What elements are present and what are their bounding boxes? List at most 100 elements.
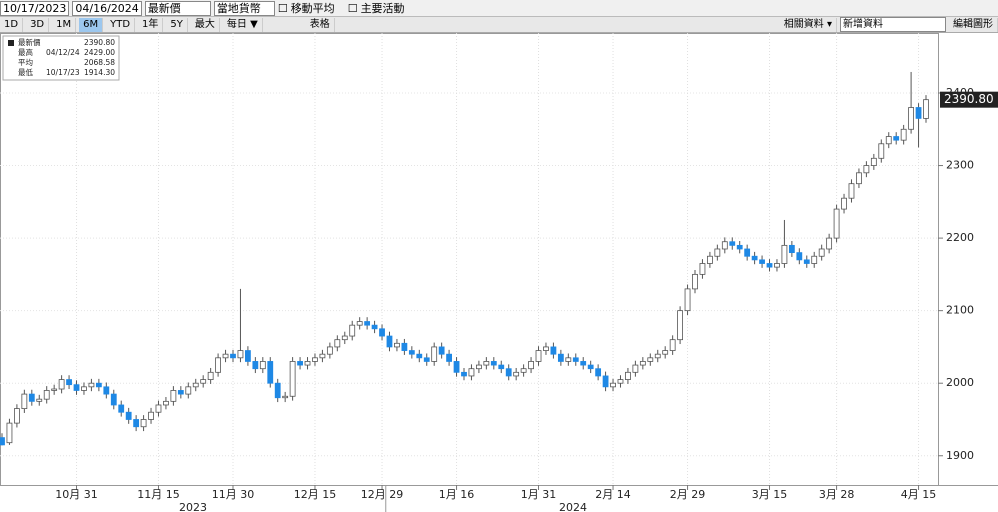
period-button[interactable]: 1M <box>52 17 77 32</box>
candle-body <box>639 361 646 366</box>
price-field[interactable]: 最新價 <box>144 0 211 16</box>
candle-body <box>490 361 497 366</box>
candle-body <box>58 379 65 390</box>
candle-body <box>326 346 333 355</box>
x-tick-label: 3月 15 <box>752 488 788 501</box>
x-tick-label: 10月 31 <box>55 488 98 501</box>
candle-body <box>43 390 50 400</box>
checkbox[interactable]: ☐ <box>277 1 288 15</box>
legend-text: 2390.80 <box>84 38 115 47</box>
legend-text: 最新價 <box>18 37 41 47</box>
candle-body <box>796 252 803 261</box>
candle-body <box>915 107 922 119</box>
candle-body <box>334 339 341 348</box>
candle-body <box>483 361 490 366</box>
x-tick-label: 1月 31 <box>521 488 557 501</box>
y-tick-label: 2200 <box>946 231 974 244</box>
legend-text: 2429.00 <box>84 48 115 57</box>
period-button[interactable]: 1D <box>0 17 24 32</box>
currency[interactable]: 當地貨幣 <box>213 0 275 16</box>
x-tick-label: 12月 15 <box>294 488 337 501</box>
checkbox[interactable]: ☐ <box>347 1 358 15</box>
candle-body <box>289 361 296 397</box>
end-date[interactable]: 04/16/2024 <box>72 0 142 16</box>
candle-body <box>744 248 751 257</box>
candle-body <box>230 353 236 359</box>
legend-text: 最高 <box>18 47 33 57</box>
candle-body <box>766 263 773 268</box>
candle-body <box>371 324 378 330</box>
candle-body <box>103 386 110 395</box>
candle-body <box>677 310 683 341</box>
add-data[interactable]: 新增資料 <box>840 17 946 32</box>
moving-avg[interactable]: 移動平均 <box>290 2 335 15</box>
x-tick-label: 2月 29 <box>670 488 706 501</box>
candle-body <box>900 128 907 141</box>
candle-body <box>155 404 162 413</box>
candle-body <box>431 346 438 362</box>
candle-body <box>669 339 676 351</box>
candle-body <box>788 244 795 254</box>
candle-body <box>878 143 885 159</box>
legend-text: 平均 <box>18 57 33 67</box>
candle-body <box>647 357 654 362</box>
period-button[interactable]: 6M <box>79 17 104 32</box>
candle-body <box>21 393 28 410</box>
x-tick-label: 1月 16 <box>439 488 475 501</box>
candle-body <box>416 353 423 359</box>
edit-chart[interactable]: 編輯圖形 <box>949 17 998 32</box>
candle-body <box>423 357 430 362</box>
period-button[interactable]: 最大 <box>191 17 220 32</box>
period-button[interactable]: YTD <box>106 17 136 32</box>
candle-body <box>6 422 13 444</box>
candle-body <box>438 346 445 355</box>
candle-body <box>587 364 594 370</box>
y-tick-label: 2000 <box>946 376 974 389</box>
y-tick-label: 2100 <box>946 304 974 317</box>
related[interactable]: 相關資料 ▾ <box>780 17 837 32</box>
candle-body <box>498 364 505 370</box>
candle-body <box>863 165 870 174</box>
key-events[interactable]: 主要活動 <box>360 2 405 15</box>
candle-body <box>379 328 385 337</box>
candle-body <box>356 321 363 326</box>
candle-body <box>364 321 371 326</box>
y-tick-label: 1900 <box>946 449 974 462</box>
candle-body <box>833 208 840 239</box>
start-date[interactable]: 10/17/2023 <box>0 0 70 16</box>
candle-body <box>692 273 698 290</box>
candle-body <box>28 393 35 402</box>
candle-body <box>267 361 274 384</box>
candle-body <box>580 361 587 366</box>
candle-body <box>505 368 512 377</box>
x-tick-label: 11月 15 <box>137 488 180 501</box>
year-label: 2023 <box>179 501 207 512</box>
candle-body <box>759 259 765 264</box>
candle-body <box>811 255 818 264</box>
candle-body <box>803 259 810 264</box>
candle-body <box>312 357 318 362</box>
table-button[interactable]: 表格 <box>306 17 335 32</box>
candle-body <box>252 361 259 370</box>
candle-body <box>707 255 713 264</box>
period-button[interactable]: 5Y <box>166 17 188 32</box>
period-button[interactable]: 1年 <box>138 17 164 32</box>
candle-body <box>319 353 326 359</box>
x-tick-label: 2月 14 <box>595 488 631 501</box>
period-button[interactable]: 3D <box>26 17 50 32</box>
candle-body <box>461 371 467 377</box>
candle-body <box>565 357 572 362</box>
candle-body <box>274 382 281 399</box>
legend-box <box>2 35 120 81</box>
candle-body <box>408 350 415 355</box>
x-tick-label: 12月 29 <box>361 488 404 501</box>
x-tick-label: 11月 30 <box>212 488 255 501</box>
candle-body <box>729 241 736 246</box>
candle-body <box>401 342 408 351</box>
candle-body <box>222 353 229 359</box>
candle-body <box>36 398 43 402</box>
candle-body <box>386 335 393 348</box>
candle-body <box>848 183 855 199</box>
frequency[interactable]: 每日 ▼ <box>223 17 263 32</box>
